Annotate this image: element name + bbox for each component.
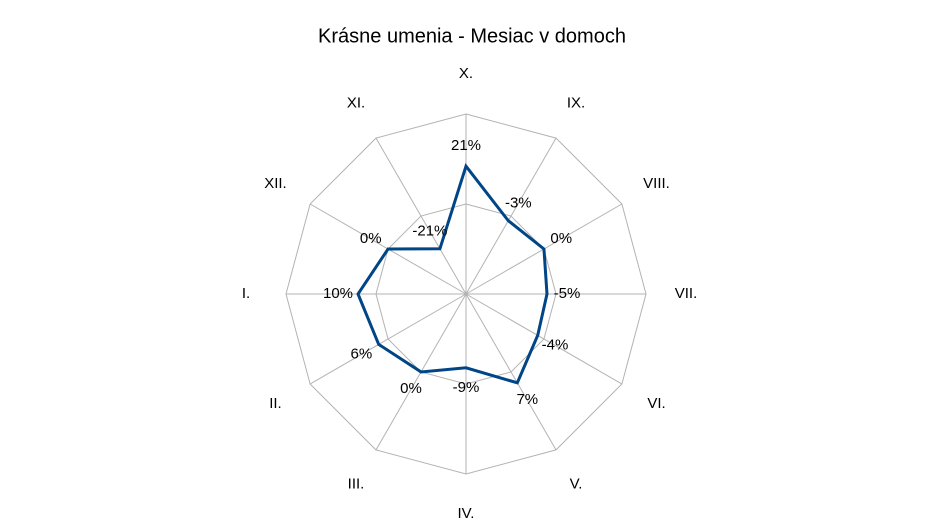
data-label: 0% <box>550 230 572 247</box>
data-label: 0% <box>400 380 422 397</box>
grid-spoke <box>309 293 467 385</box>
category-label: XII. <box>264 175 287 192</box>
data-label: -9% <box>453 379 480 396</box>
grid-spoke <box>465 293 623 385</box>
data-label: -5% <box>554 285 581 302</box>
data-label: 21% <box>451 137 481 154</box>
data-label: 0% <box>360 230 382 247</box>
category-label: III. <box>348 475 365 492</box>
grid-spoke <box>375 137 467 295</box>
data-label: 10% <box>323 285 353 302</box>
category-label: VII. <box>675 285 698 302</box>
category-label: V. <box>570 475 583 492</box>
category-label: XI. <box>347 94 365 111</box>
data-label: -3% <box>505 194 532 211</box>
category-label: IV. <box>458 505 475 522</box>
category-label: VI. <box>647 395 665 412</box>
chart-title: Krásne umenia - Mesiac v domoch <box>318 25 626 47</box>
category-label: IX. <box>567 94 585 111</box>
category-label: II. <box>269 395 282 412</box>
series-line <box>356 163 549 385</box>
data-label: 7% <box>516 391 538 408</box>
grid-spoke <box>465 293 557 451</box>
data-label: -4% <box>542 336 569 353</box>
category-label: VIII. <box>643 175 670 192</box>
data-label: 6% <box>351 345 373 362</box>
category-label: I. <box>242 285 250 302</box>
data-label: -21% <box>412 222 447 239</box>
grid-spoke <box>465 137 557 295</box>
category-label: X. <box>459 65 473 82</box>
